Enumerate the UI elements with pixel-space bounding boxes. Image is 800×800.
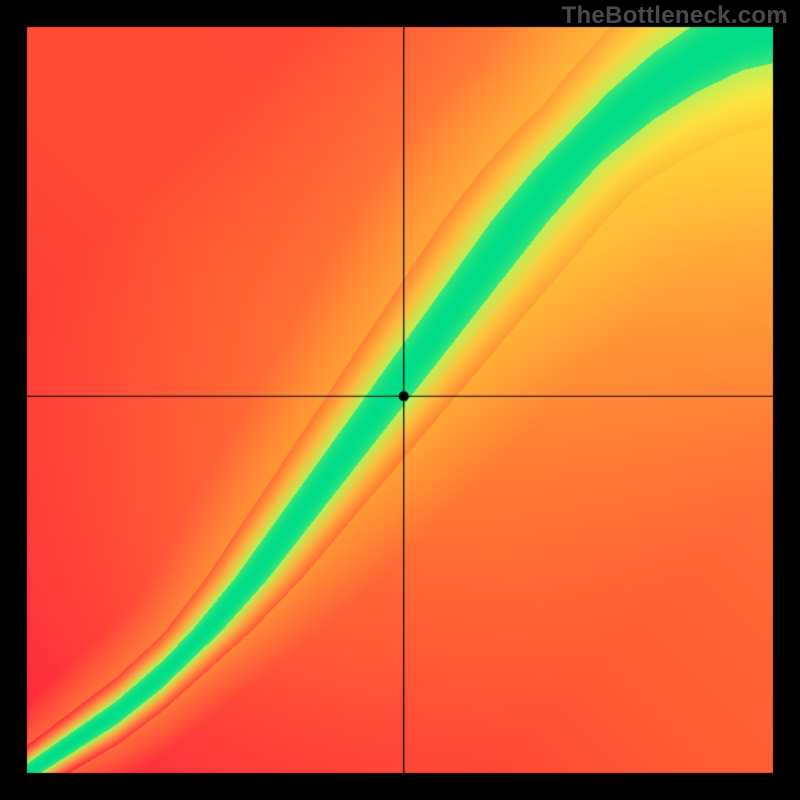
heatmap-canvas xyxy=(0,0,800,800)
chart-container: TheBottleneck.com xyxy=(0,0,800,800)
watermark-text: TheBottleneck.com xyxy=(562,2,788,30)
